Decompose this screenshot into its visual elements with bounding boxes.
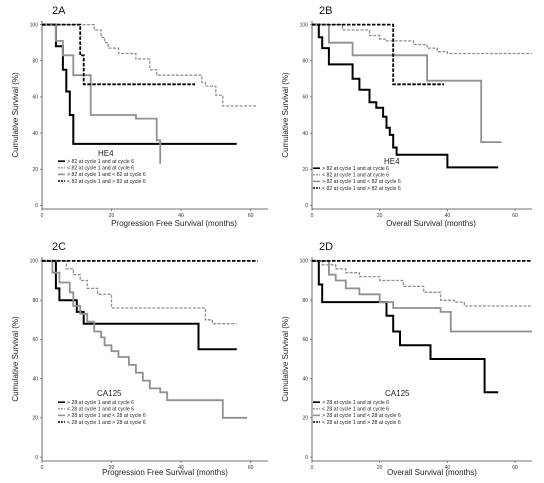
x-tick-label: 20 [377, 213, 383, 219]
x-axis-label: Progression Free Survival (months) [111, 219, 237, 228]
y-axis-label: Cumulative Survival (%) [281, 316, 290, 402]
y-tick-label: 20 [32, 416, 38, 422]
series-line-2 [42, 260, 237, 325]
legend: > 28 at cycle 1 and at cycle 6< 28 at cy… [58, 400, 146, 426]
legend: > 82 at cycle 1 and at cycle 6< 82 at cy… [58, 159, 146, 185]
legend-entry: > 28 at cycle 1 and at cycle 6 [322, 400, 389, 406]
legend-entry: > 28 at cycle 1 and < 28 at cycle 6 [322, 413, 401, 419]
panel-label: 2D [319, 241, 333, 253]
x-tick-label: 40 [445, 465, 451, 471]
series-line-4 [42, 23, 195, 86]
y-tick-label: 0 [35, 203, 38, 209]
x-tick-label: 0 [311, 213, 314, 219]
legend-entry: < 28 at cycle 1 and at cycle 6 [67, 407, 134, 413]
series-line-3 [42, 23, 162, 164]
legend: > 82 at cycle 1 and at cycle 6< 82 at cy… [313, 166, 401, 192]
y-tick-label: 80 [302, 298, 308, 304]
y-tick-label: 20 [32, 167, 38, 173]
series-line-4 [312, 23, 444, 86]
x-tick-label: 60 [512, 213, 518, 219]
x-tick-label: 60 [248, 213, 254, 219]
x-tick-label: 20 [377, 465, 383, 471]
x-axis-label: Overall Survival (months) [387, 468, 477, 477]
y-tick-label: 20 [302, 416, 308, 422]
x-tick-label: 60 [512, 465, 518, 471]
x-axis-label: Progression Free Survival (months) [102, 468, 228, 477]
y-tick-label: 100 [300, 22, 309, 28]
y-axis-label: Cumulative Survival (%) [281, 72, 290, 158]
x-tick-label: 20 [109, 213, 115, 219]
y-tick-label: 80 [302, 59, 308, 65]
chart-panel-2b: 0 20 40 60 80 100 0 20 40 60 Overall Survival (mon… [281, 5, 532, 228]
panel-label: 2B [319, 5, 332, 17]
y-tick-label: 60 [32, 95, 38, 101]
series-line-1 [312, 23, 499, 169]
y-tick-label: 0 [305, 203, 308, 209]
legend-entry: < 28 at cycle 1 and > 28 at cycle 6 [322, 420, 401, 426]
x-tick-label: 0 [311, 465, 314, 471]
series-line-2 [312, 23, 532, 55]
series-line-1 [312, 259, 499, 394]
y-axis-label: Cumulative Survival (%) [11, 72, 20, 158]
y-tick-label: 100 [30, 22, 39, 28]
legend-entry: < 82 at cycle 1 and > 82 at cycle 6 [67, 179, 146, 185]
marker-label: HE4 [384, 157, 400, 166]
legend-entry: > 28 at cycle 1 and < 28 at cycle 6 [67, 413, 146, 419]
legend-entry: > 82 at cycle 1 and at cycle 6 [322, 166, 389, 172]
legend-entry: < 82 at cycle 1 and at cycle 6 [322, 173, 389, 179]
series-line-1 [42, 259, 237, 351]
marker-label: CA125 [97, 389, 122, 398]
legend-entry: < 28 at cycle 1 and > 28 at cycle 6 [67, 420, 146, 426]
x-tick-label: 0 [41, 213, 44, 219]
chart-panel-2a: 0 20 40 60 80 100 0 20 40 60 Progression Free Surv… [11, 5, 268, 228]
x-tick-label: 20 [109, 465, 115, 471]
y-tick-label: 80 [32, 298, 38, 304]
series-line-3 [42, 260, 248, 419]
marker-label: CA125 [385, 389, 410, 398]
y-tick-label: 40 [32, 131, 38, 137]
panel-label: 2C [52, 241, 66, 253]
x-tick-label: 40 [178, 213, 184, 219]
y-tick-label: 40 [302, 376, 308, 382]
series-line-2 [312, 260, 532, 307]
series-line-2 [42, 23, 258, 107]
legend-entry: > 28 at cycle 1 and at cycle 6 [67, 400, 134, 406]
y-tick-label: 40 [32, 376, 38, 382]
legend-entry: < 82 at cycle 1 and at cycle 6 [67, 166, 134, 172]
x-tick-label: 60 [248, 465, 254, 471]
panel-label: 2A [52, 5, 66, 17]
y-tick-label: 20 [302, 167, 308, 173]
y-tick-label: 0 [305, 455, 308, 461]
series-line-3 [312, 260, 532, 333]
y-tick-label: 60 [302, 337, 308, 343]
x-tick-label: 40 [445, 213, 451, 219]
legend-entry: < 82 at cycle 1 and > 82 at cycle 6 [322, 186, 401, 192]
y-tick-label: 80 [32, 59, 38, 65]
x-tick-label: 40 [178, 465, 184, 471]
chart-panel-2c: 0 20 40 60 80 100 0 20 40 60 Progression Free Surv… [11, 241, 268, 477]
y-tick-label: 0 [35, 455, 38, 461]
legend-entry: > 82 at cycle 1 and at cycle 6 [67, 159, 134, 165]
y-tick-label: 40 [302, 131, 308, 137]
marker-label: HE4 [98, 149, 114, 158]
legend-entry: > 82 at cycle 1 and < 82 at cycle 6 [322, 179, 401, 185]
legend-entry: > 82 at cycle 1 and < 82 at cycle 6 [67, 172, 146, 178]
x-tick-label: 0 [41, 465, 44, 471]
legend-entry: < 28 at cycle 1 and at cycle 6 [322, 407, 389, 413]
x-axis-label: Overall Survival (months) [386, 219, 476, 228]
series-line-3 [312, 23, 502, 143]
y-tick-label: 60 [302, 95, 308, 101]
y-axis-label: Cumulative Survival (%) [11, 316, 20, 402]
chart-panel-2d: 0 20 40 60 80 100 0 20 40 60 Overall Survival (mon… [281, 241, 532, 477]
y-tick-label: 100 [300, 259, 309, 265]
series-line-1 [42, 23, 237, 145]
y-tick-label: 100 [30, 259, 39, 265]
legend: > 28 at cycle 1 and at cycle 6< 28 at cy… [313, 400, 401, 426]
y-tick-label: 60 [32, 337, 38, 343]
